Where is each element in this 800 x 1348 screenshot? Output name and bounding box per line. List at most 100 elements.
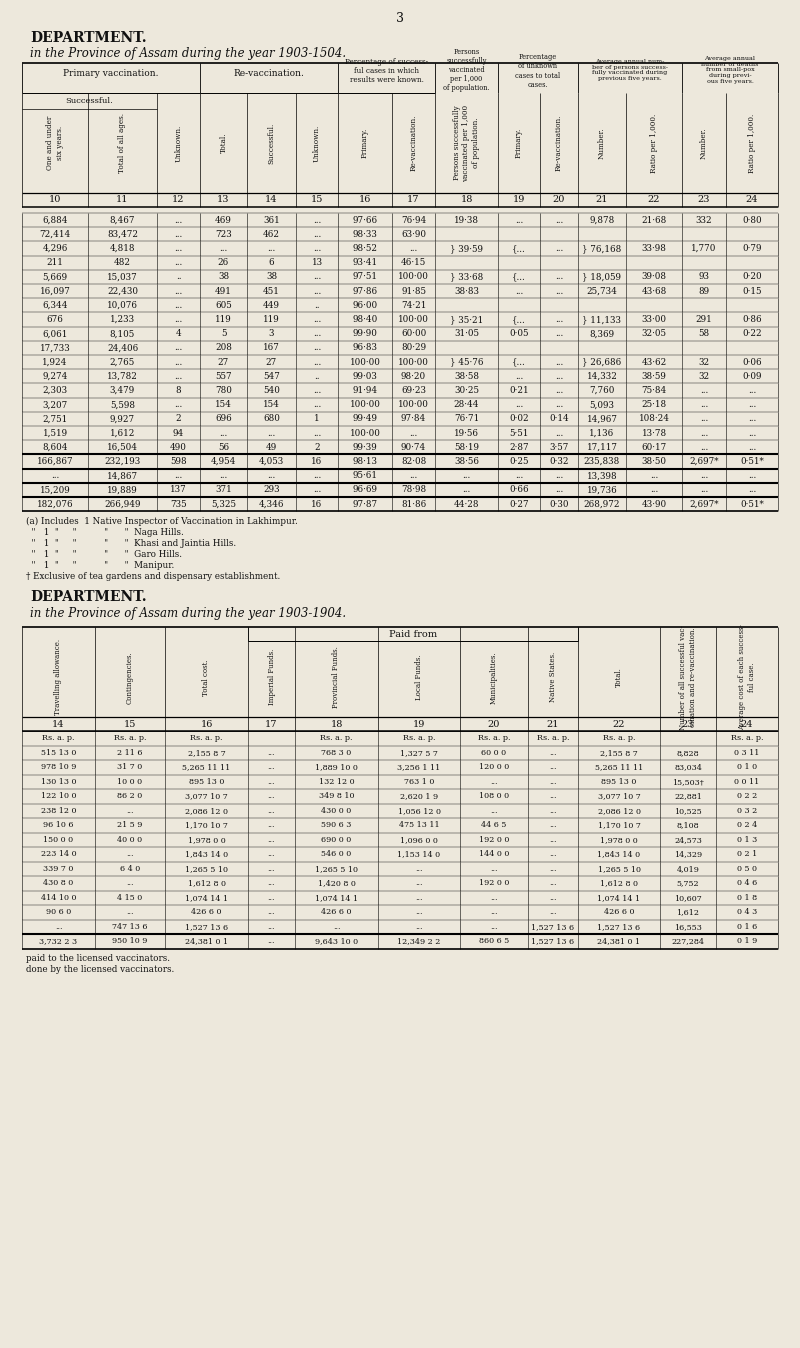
Text: 100·00: 100·00 bbox=[350, 429, 381, 438]
Text: Local Funds.: Local Funds. bbox=[415, 654, 423, 700]
Text: 723: 723 bbox=[215, 229, 232, 239]
Text: 1,527 13 6: 1,527 13 6 bbox=[598, 923, 641, 931]
Text: ...: ... bbox=[700, 472, 708, 480]
Text: ...: ... bbox=[700, 414, 708, 423]
Text: ...: ... bbox=[313, 386, 321, 395]
Text: ...: ... bbox=[174, 301, 182, 310]
Text: ...: ... bbox=[268, 923, 275, 931]
Text: 2,155 8 7: 2,155 8 7 bbox=[188, 749, 226, 758]
Text: 0 2 2: 0 2 2 bbox=[737, 793, 757, 801]
Text: 90·74: 90·74 bbox=[401, 442, 426, 452]
Text: ...: ... bbox=[51, 472, 59, 480]
Text: 69·23: 69·23 bbox=[401, 386, 426, 395]
Text: ...: ... bbox=[410, 472, 418, 480]
Text: 27: 27 bbox=[218, 357, 229, 367]
Text: 5,752: 5,752 bbox=[677, 879, 699, 887]
Text: 0·86: 0·86 bbox=[742, 315, 762, 324]
Text: 5,669: 5,669 bbox=[42, 272, 67, 282]
Text: 25,734: 25,734 bbox=[586, 287, 618, 295]
Text: ...: ... bbox=[268, 749, 275, 758]
Text: ...: ... bbox=[126, 909, 134, 917]
Text: 349 8 10: 349 8 10 bbox=[318, 793, 354, 801]
Text: 13: 13 bbox=[218, 195, 230, 205]
Text: ...: ... bbox=[490, 865, 498, 874]
Text: 4,818: 4,818 bbox=[110, 244, 135, 253]
Text: 17,733: 17,733 bbox=[40, 344, 70, 352]
Text: ...: ... bbox=[313, 485, 321, 495]
Text: 2: 2 bbox=[314, 442, 320, 452]
Text: Rs. a. p.: Rs. a. p. bbox=[602, 735, 635, 743]
Text: 0 2 4: 0 2 4 bbox=[737, 821, 757, 829]
Text: 3,077 10 7: 3,077 10 7 bbox=[185, 793, 228, 801]
Text: 1,074 14 1: 1,074 14 1 bbox=[185, 894, 228, 902]
Text: 137: 137 bbox=[170, 485, 187, 495]
Text: 950 10 9: 950 10 9 bbox=[112, 937, 148, 945]
Text: 31·05: 31·05 bbox=[454, 329, 479, 338]
Text: ...: ... bbox=[550, 909, 557, 917]
Text: 232,193: 232,193 bbox=[104, 457, 141, 466]
Text: 108 0 0: 108 0 0 bbox=[479, 793, 509, 801]
Text: 12: 12 bbox=[172, 195, 185, 205]
Text: 8,828: 8,828 bbox=[677, 749, 699, 758]
Text: 540: 540 bbox=[263, 386, 280, 395]
Text: 0 3 2: 0 3 2 bbox=[737, 807, 757, 816]
Text: ...: ... bbox=[267, 429, 276, 438]
Text: ...: ... bbox=[313, 287, 321, 295]
Text: 0 3 11: 0 3 11 bbox=[734, 749, 760, 758]
Text: 89: 89 bbox=[698, 287, 710, 295]
Text: 15,209: 15,209 bbox=[40, 485, 70, 495]
Text: 9,274: 9,274 bbox=[42, 372, 68, 380]
Text: 154: 154 bbox=[263, 400, 280, 410]
Text: ...: ... bbox=[268, 836, 275, 844]
Text: 19: 19 bbox=[513, 195, 525, 205]
Text: 60·17: 60·17 bbox=[642, 442, 666, 452]
Text: done by the licensed vaccinators.: done by the licensed vaccinators. bbox=[26, 965, 174, 975]
Text: 3: 3 bbox=[269, 329, 274, 338]
Text: ...: ... bbox=[313, 357, 321, 367]
Text: 21 5 9: 21 5 9 bbox=[118, 821, 142, 829]
Text: ...: ... bbox=[54, 923, 62, 931]
Text: 74·21: 74·21 bbox=[401, 301, 426, 310]
Text: 2·87: 2·87 bbox=[509, 442, 529, 452]
Text: ...: ... bbox=[415, 879, 422, 887]
Text: ...: ... bbox=[313, 244, 321, 253]
Text: ...: ... bbox=[555, 272, 563, 282]
Text: 95·61: 95·61 bbox=[353, 472, 378, 480]
Text: 6 4 0: 6 4 0 bbox=[120, 865, 140, 874]
Text: ...: ... bbox=[555, 372, 563, 380]
Text: 14,332: 14,332 bbox=[586, 372, 618, 380]
Text: 1,889 10 0: 1,889 10 0 bbox=[315, 763, 358, 771]
Text: 82·08: 82·08 bbox=[401, 457, 426, 466]
Text: {...: {... bbox=[512, 357, 526, 367]
Text: 33·98: 33·98 bbox=[642, 244, 666, 253]
Text: 46·15: 46·15 bbox=[401, 259, 426, 267]
Text: ...: ... bbox=[490, 909, 498, 917]
Text: 33·00: 33·00 bbox=[642, 315, 666, 324]
Text: 60·00: 60·00 bbox=[401, 329, 426, 338]
Text: 192 0 0: 192 0 0 bbox=[479, 879, 509, 887]
Text: ...: ... bbox=[555, 472, 563, 480]
Text: ...: ... bbox=[700, 485, 708, 495]
Text: 0·21: 0·21 bbox=[509, 386, 529, 395]
Text: 119: 119 bbox=[263, 315, 280, 324]
Text: 21: 21 bbox=[546, 720, 559, 729]
Text: ...: ... bbox=[415, 909, 422, 917]
Text: 19,889: 19,889 bbox=[107, 485, 138, 495]
Text: 22: 22 bbox=[613, 720, 626, 729]
Text: } 76,168: } 76,168 bbox=[582, 244, 622, 253]
Text: 99·39: 99·39 bbox=[353, 442, 378, 452]
Text: 13,398: 13,398 bbox=[586, 472, 618, 480]
Text: 150 0 0: 150 0 0 bbox=[43, 836, 74, 844]
Text: 0·80: 0·80 bbox=[742, 216, 762, 225]
Text: Rs. a. p.: Rs. a. p. bbox=[114, 735, 146, 743]
Text: 0·79: 0·79 bbox=[742, 244, 762, 253]
Text: 16,097: 16,097 bbox=[39, 287, 70, 295]
Text: 83,472: 83,472 bbox=[107, 229, 138, 239]
Text: } 35·21: } 35·21 bbox=[450, 315, 483, 324]
Text: ...: ... bbox=[174, 472, 182, 480]
Text: 1,074 14 1: 1,074 14 1 bbox=[315, 894, 358, 902]
Text: ...: ... bbox=[490, 894, 498, 902]
Text: ...: ... bbox=[174, 244, 182, 253]
Text: 4,019: 4,019 bbox=[677, 865, 699, 874]
Text: 22,881: 22,881 bbox=[674, 793, 702, 801]
